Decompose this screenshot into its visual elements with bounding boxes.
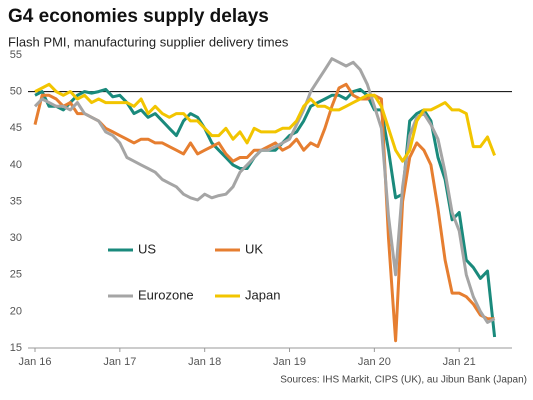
legend-label: UK [245,241,263,256]
x-tick-label: Jan 17 [103,356,136,368]
y-tick-label: 40 [10,159,22,171]
x-tick-label: Jan 19 [273,356,306,368]
series-line [33,82,495,343]
y-tick-label: 35 [10,195,22,207]
x-tick-label: Jan 16 [18,356,51,368]
y-tick-label: 45 [10,122,22,134]
legend-label: Eurozone [138,287,194,302]
chart-title: G4 economies supply delays [8,6,269,27]
legend-label: US [138,241,156,256]
legend-label: Japan [245,287,280,302]
series-line [33,57,496,324]
y-tick-label: 50 [10,86,22,98]
x-tick-label: Jan 20 [358,356,391,368]
y-tick-label: 15 [10,342,22,354]
chart-subtitle: Flash PMI, manufacturing supplier delive… [8,34,289,49]
y-tick-label: 25 [10,269,22,281]
y-tick-label: 55 [10,49,22,61]
x-tick-label: Jan 18 [188,356,221,368]
y-tick-label: 20 [10,305,22,317]
series-line [34,82,496,163]
source-note: Sources: IHS Markit, CIPS (UK), au Jibun… [280,375,527,386]
x-tick-label: Jan 21 [443,356,476,368]
y-tick-label: 30 [10,232,22,244]
